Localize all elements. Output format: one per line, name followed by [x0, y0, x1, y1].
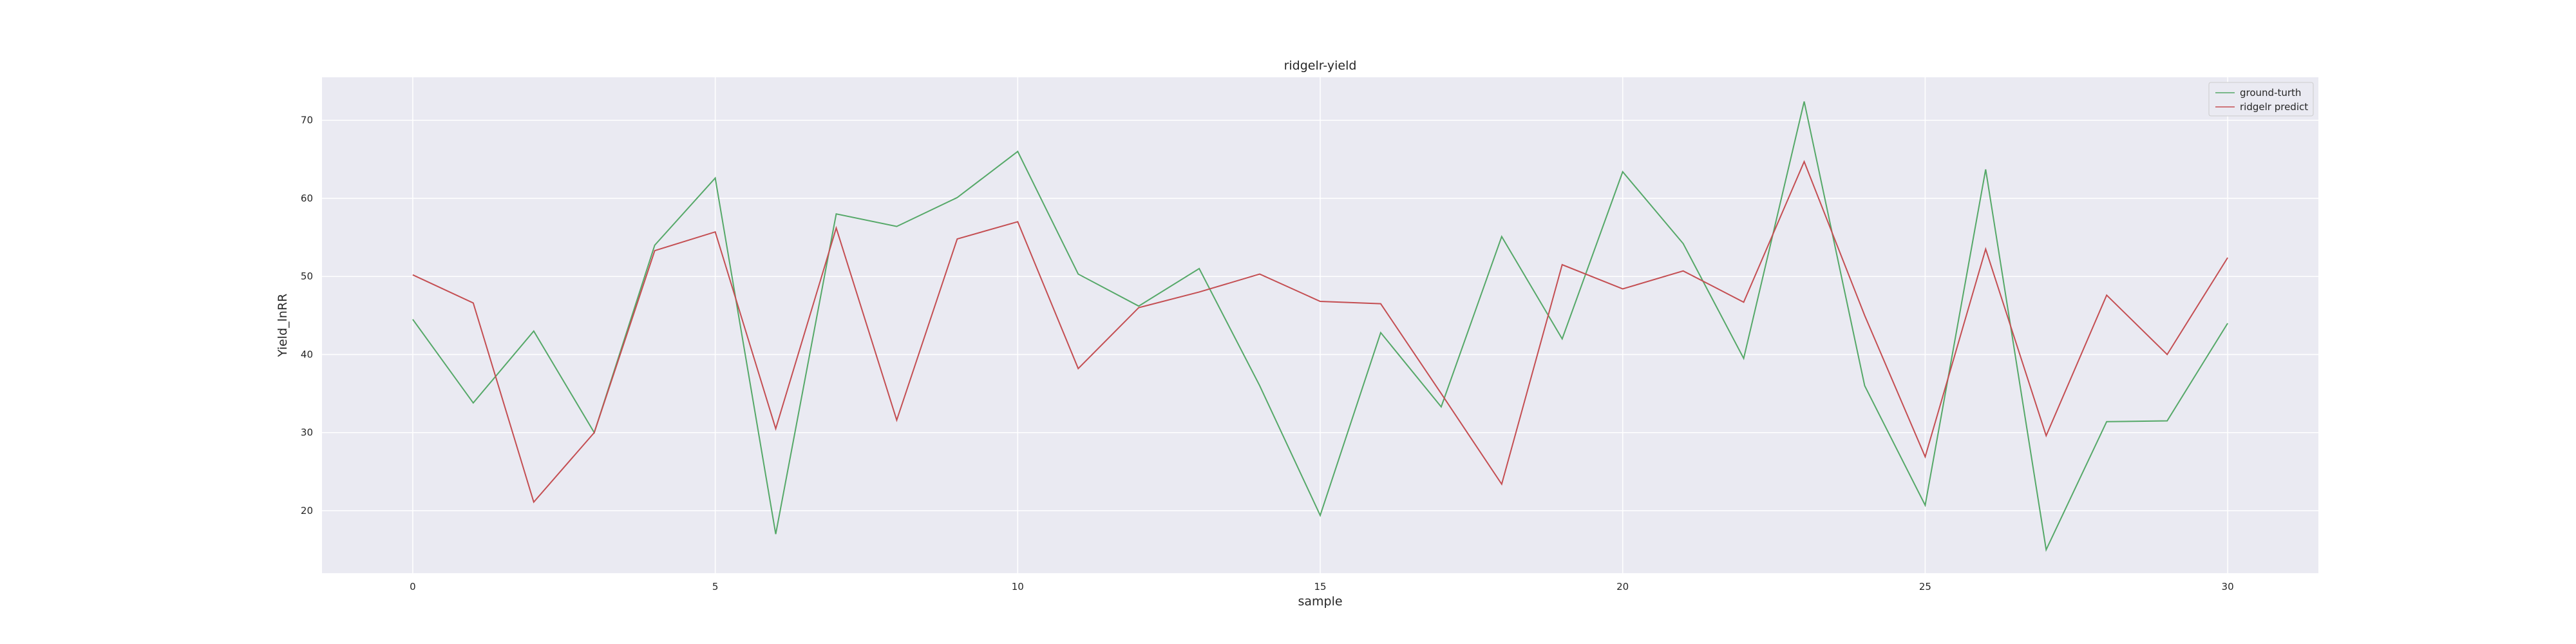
legend-label-ridgelr-predict: ridgelr predict [2240, 101, 2308, 113]
grid [322, 77, 2318, 573]
y-tick-label: 40 [301, 348, 313, 360]
y-tick-label: 50 [301, 270, 313, 282]
x-tick-label: 30 [2222, 581, 2234, 592]
x-tick-label: 5 [712, 581, 719, 592]
x-tick-label: 15 [1314, 581, 1326, 592]
legend-label-ground-turth: ground-turth [2240, 87, 2301, 99]
tick-labels: 0 5 10 15 20 25 30 20 30 40 50 60 70 [301, 115, 2234, 592]
y-axis-label: Yield_lnRR [276, 294, 290, 357]
series-line-ridgelr-predict [412, 160, 2228, 504]
x-tick-label: 0 [410, 581, 416, 592]
y-tick-label: 60 [301, 193, 313, 204]
legend-box [2208, 82, 2314, 117]
x-tick-label: 10 [1012, 581, 1024, 592]
x-tick-label: 25 [1919, 581, 1931, 592]
y-tick-label: 20 [301, 505, 313, 516]
series-lines [412, 101, 2228, 552]
x-tick-label: 20 [1616, 581, 1629, 592]
x-axis-label: sample [1298, 594, 1342, 609]
y-tick-label: 70 [301, 115, 313, 126]
y-tick-label: 30 [301, 427, 313, 439]
series-line-ground-turth [412, 101, 2228, 552]
legend: ground-turth ridgelr predict [2208, 82, 2314, 117]
chart-title: ridgelr-yield [1284, 59, 1357, 73]
